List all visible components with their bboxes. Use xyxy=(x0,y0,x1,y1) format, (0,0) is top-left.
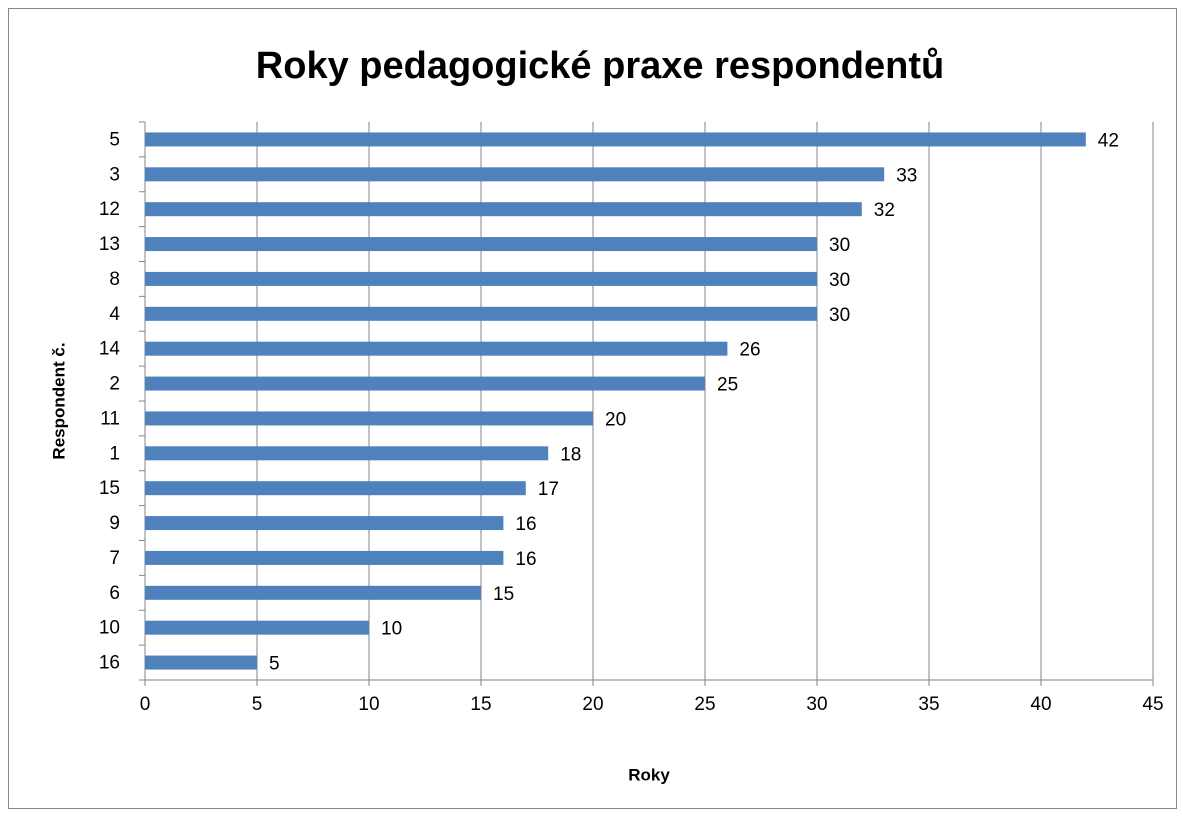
x-axis-title: Roky xyxy=(628,765,670,784)
x-tick-label: 5 xyxy=(252,694,263,715)
bar xyxy=(145,411,593,426)
value-label: 42 xyxy=(1098,130,1119,151)
value-label: 33 xyxy=(896,165,917,186)
y-tick-label: 7 xyxy=(109,548,120,569)
x-tick-label: 35 xyxy=(918,694,939,715)
value-label: 16 xyxy=(515,514,536,535)
x-tick-label: 30 xyxy=(806,694,827,715)
y-tick-label: 15 xyxy=(99,478,120,499)
x-tick-label: 15 xyxy=(470,694,491,715)
chart-title: Roky pedagogické praxe respondentů xyxy=(256,45,944,87)
bar xyxy=(145,446,549,461)
value-label: 25 xyxy=(717,375,738,396)
value-label: 30 xyxy=(829,235,850,256)
bar xyxy=(145,341,728,356)
value-label: 26 xyxy=(739,340,760,361)
y-tick-label: 16 xyxy=(99,653,120,674)
bar xyxy=(145,132,1086,147)
bar xyxy=(145,585,481,600)
bar xyxy=(145,620,369,635)
value-label: 16 xyxy=(515,549,536,570)
bar xyxy=(145,516,504,531)
y-tick-label: 3 xyxy=(109,164,120,185)
y-tick-label: 2 xyxy=(109,374,120,395)
bar xyxy=(145,550,504,565)
bar xyxy=(145,481,526,496)
bar xyxy=(145,237,817,252)
y-tick-label: 8 xyxy=(109,269,120,290)
bar xyxy=(145,167,885,182)
value-label: 20 xyxy=(605,409,626,430)
value-label: 17 xyxy=(538,479,559,500)
y-tick-label: 1 xyxy=(109,443,120,464)
y-tick-label: 12 xyxy=(99,199,120,220)
y-axis-title: Respondent č. xyxy=(49,342,68,459)
bar xyxy=(145,202,862,217)
y-tick-label: 4 xyxy=(109,304,120,325)
value-label: 18 xyxy=(560,444,581,465)
bar xyxy=(145,655,257,670)
y-tick-label: 14 xyxy=(99,339,121,360)
x-tick-label: 45 xyxy=(1142,694,1163,715)
x-tick-label: 25 xyxy=(694,694,715,715)
y-tick-label: 13 xyxy=(99,234,120,255)
value-label: 15 xyxy=(493,584,514,605)
bar xyxy=(145,376,705,391)
y-tick-label: 5 xyxy=(109,129,120,150)
x-tick-label: 40 xyxy=(1030,694,1051,715)
bar xyxy=(145,271,817,286)
x-tick-label: 0 xyxy=(140,694,151,715)
bar xyxy=(145,306,817,321)
y-tick-label: 10 xyxy=(99,618,120,639)
value-label: 32 xyxy=(874,200,895,221)
value-label: 30 xyxy=(829,270,850,291)
value-label: 10 xyxy=(381,619,402,640)
value-label: 30 xyxy=(829,305,850,326)
x-tick-label: 20 xyxy=(582,694,603,715)
y-tick-label: 11 xyxy=(100,408,120,429)
y-tick-label: 6 xyxy=(109,583,120,604)
x-tick-label: 10 xyxy=(358,694,379,715)
value-label: 5 xyxy=(269,654,280,675)
y-tick-label: 9 xyxy=(109,513,120,534)
